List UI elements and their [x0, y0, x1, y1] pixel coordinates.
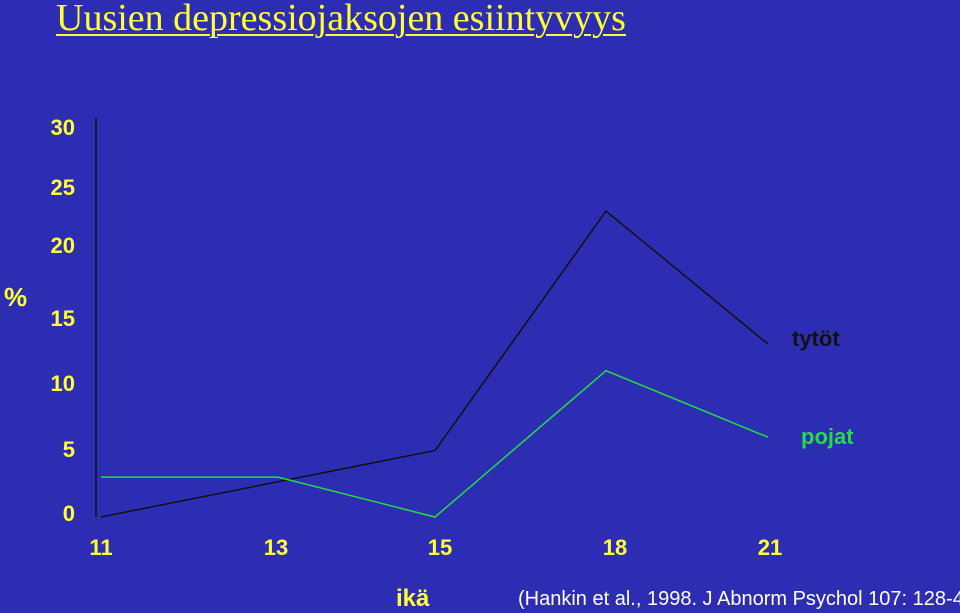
- x-axis-label: ikä: [396, 585, 430, 612]
- series-label-pojat: pojat: [801, 424, 854, 449]
- y-tick-label: 15: [51, 306, 75, 331]
- y-tick-label: 10: [51, 371, 75, 396]
- x-tick-label: 18: [603, 535, 627, 560]
- y-tick-label: 5: [63, 437, 75, 462]
- series-line-tytot: [100, 210, 769, 518]
- y-tick-label: 20: [51, 233, 75, 258]
- x-tick-label: 13: [264, 535, 288, 560]
- x-tick-label: 11: [89, 535, 112, 560]
- series-line-pojat: [101, 369, 769, 518]
- source-citation: (Hankin et al., 1998. J Abnorm Psychol 1…: [518, 588, 960, 610]
- series-label-tytot: tytöt: [792, 326, 840, 351]
- x-tick-label: 15: [428, 535, 452, 560]
- y-tick-label: 25: [51, 175, 75, 200]
- y-axis-label: %: [4, 282, 28, 312]
- x-tick-label: 21: [758, 535, 782, 560]
- y-tick-label: 30: [51, 115, 75, 140]
- y-tick-label: 0: [63, 501, 75, 526]
- chart-title: Uusien depressiojaksojen esiintyvyys: [56, 0, 626, 39]
